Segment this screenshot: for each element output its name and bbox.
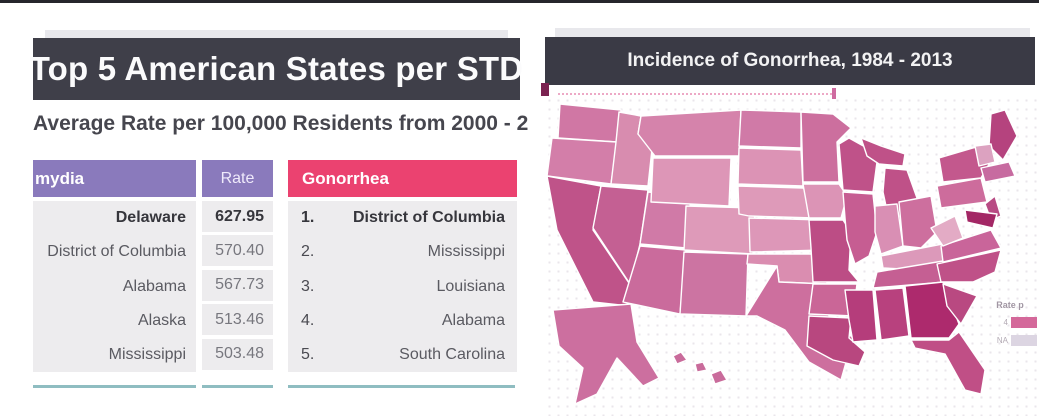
- state-washington[interactable]: [557, 103, 622, 143]
- state-hawaii-island[interactable]: [672, 351, 688, 365]
- table-row: Delaware: [115, 209, 186, 227]
- map-title: Incidence of Gonorrhea, 1984 - 2013: [627, 50, 953, 71]
- state-wyoming[interactable]: [650, 157, 732, 207]
- state-name: District of Columbia: [352, 209, 505, 227]
- rank-number: 5.: [301, 345, 315, 363]
- legend-label: 4: [1003, 318, 1008, 327]
- gonorrhea-column-header: Gonorrhea: [288, 160, 517, 197]
- list-item: 2. Mississippi: [288, 235, 517, 269]
- left-panel-subtitle: Average Rate per 100,000 Residents from …: [33, 112, 529, 135]
- state-vermont-new-hampshire[interactable]: [974, 143, 996, 167]
- state-name: Alabama: [441, 311, 505, 329]
- rate-cell: 567.73: [202, 269, 273, 301]
- next-table-header-edge: [288, 385, 515, 388]
- state-hawaii-island[interactable]: [694, 361, 708, 373]
- state-name: Louisiana: [436, 277, 506, 295]
- year-slider-thumb[interactable]: [832, 88, 836, 99]
- list-item: 4. Alabama: [288, 304, 517, 338]
- chlamydia-state-list: Delaware District of Columbia Alabama Al…: [33, 201, 196, 372]
- us-choropleth-map: [545, 96, 1039, 416]
- rate-column-header: Rate: [202, 160, 273, 197]
- state-oregon[interactable]: [546, 137, 618, 185]
- table-row: Alaska: [137, 311, 186, 329]
- state-minnesota[interactable]: [800, 111, 852, 183]
- top-divider-rule: [0, 0, 1039, 3]
- chlamydia-header-label: mydia: [35, 168, 85, 188]
- state-mississippi[interactable]: [844, 289, 878, 343]
- state-iowa[interactable]: [802, 183, 848, 219]
- state-name: South Carolina: [399, 345, 505, 363]
- legend-item: NA: [983, 335, 1037, 346]
- state-alabama[interactable]: [874, 287, 910, 341]
- chlamydia-column-header: mydia: [33, 160, 196, 197]
- state-ohio[interactable]: [898, 195, 938, 249]
- state-north-carolina[interactable]: [936, 249, 1002, 283]
- cropped-element-strip-right: [555, 28, 1030, 37]
- table-row: District of Columbia: [47, 243, 186, 261]
- list-item: 5. South Carolina: [288, 338, 517, 372]
- year-slider-track[interactable]: [558, 93, 836, 95]
- rank-number: 2.: [301, 243, 315, 261]
- state-maryland-delaware[interactable]: [964, 209, 998, 229]
- rank-number: 1.: [301, 209, 315, 227]
- state-indiana[interactable]: [874, 203, 904, 255]
- state-maine[interactable]: [988, 109, 1018, 161]
- state-montana[interactable]: [637, 109, 742, 157]
- rank-number: 4.: [301, 311, 315, 329]
- rate-cell: 503.48: [202, 338, 273, 370]
- table-row: Alabama: [122, 277, 186, 295]
- rate-cell: 513.46: [202, 304, 273, 336]
- state-shapes: [546, 103, 1018, 405]
- map-title-bar: Incidence of Gonorrhea, 1984 - 2013: [545, 37, 1035, 85]
- state-florida[interactable]: [910, 331, 986, 395]
- left-panel-title: Top 5 American States per STD: [29, 50, 524, 87]
- legend-label: NA: [996, 336, 1008, 345]
- state-virginia[interactable]: [940, 229, 1002, 263]
- gonorrhea-ranked-list: 1. District of Columbia 2. Mississippi 3…: [288, 201, 517, 372]
- left-panel-title-bar: Top 5 American States per STD: [30, 38, 523, 100]
- list-item: 3. Louisiana: [288, 269, 517, 303]
- gonorrhea-header-label: Gonorrhea: [302, 168, 389, 188]
- map-legend: Rate p 4 NA: [983, 300, 1037, 346]
- list-item: 1. District of Columbia: [288, 201, 517, 235]
- legend-item: 4: [983, 317, 1037, 328]
- state-michigan-upper[interactable]: [860, 137, 906, 167]
- state-illinois[interactable]: [842, 191, 878, 265]
- rank-number: 3.: [301, 277, 315, 295]
- map-title-corner-tab: [541, 83, 549, 96]
- us-map-svg: [546, 103, 1018, 405]
- legend-swatch-na: [1011, 335, 1037, 346]
- state-south-dakota[interactable]: [737, 147, 804, 187]
- next-table-header-edge: [202, 385, 273, 388]
- state-north-dakota[interactable]: [738, 109, 802, 149]
- state-south-carolina[interactable]: [942, 283, 978, 325]
- rate-cell: 627.95: [202, 201, 273, 232]
- legend-title: Rate p: [996, 300, 1024, 310]
- legend-swatch-rate: [1011, 317, 1037, 328]
- cropped-element-strip-left: [45, 30, 508, 39]
- state-massachusetts-connecticut[interactable]: [980, 161, 1016, 183]
- state-alaska[interactable]: [552, 303, 660, 405]
- rate-cell: 570.40: [202, 235, 273, 267]
- next-table-header-edge: [33, 385, 196, 388]
- rate-header-label: Rate: [220, 169, 255, 187]
- state-west-virginia[interactable]: [930, 215, 964, 247]
- state-name: Mississippi: [427, 243, 505, 261]
- state-new-mexico[interactable]: [679, 251, 749, 317]
- table-row: Mississippi: [108, 345, 186, 363]
- state-hawaii-island[interactable]: [710, 369, 728, 385]
